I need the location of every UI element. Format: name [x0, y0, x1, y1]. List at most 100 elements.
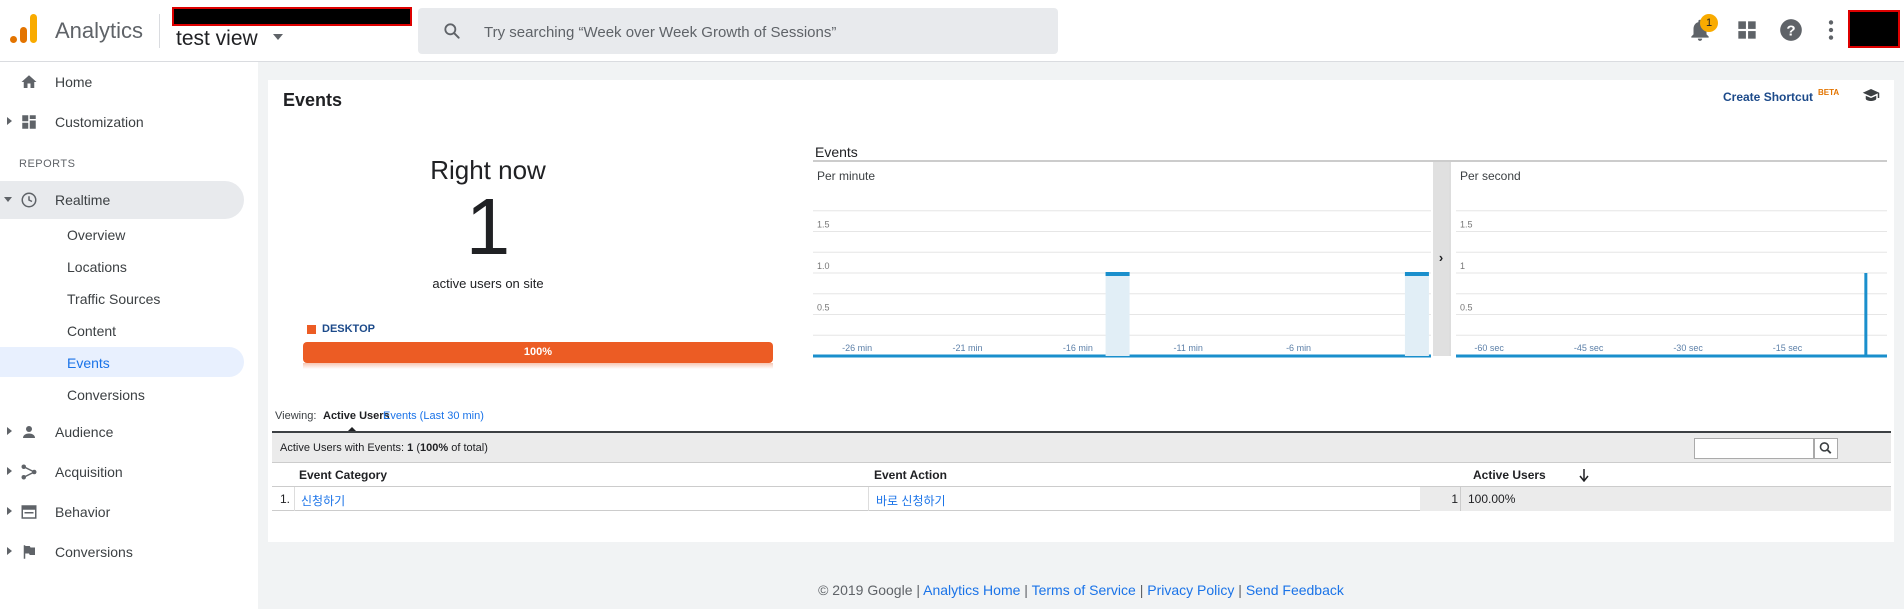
svg-text:?: ?	[1786, 22, 1795, 39]
column-header-active-users[interactable]: Active Users	[1473, 468, 1546, 482]
sidebar-subitem-traffic-sources[interactable]: Traffic Sources	[0, 283, 244, 313]
y-tick-label: 0.5	[817, 303, 830, 313]
cell-divider	[1460, 487, 1461, 511]
sidebar-item-customization[interactable]: Customization	[0, 103, 244, 141]
sidebar-subitem-events[interactable]: Events	[0, 347, 244, 377]
active-tab-indicator	[347, 427, 357, 432]
page-title: Events	[283, 90, 343, 110]
footer-link-terms[interactable]: Terms of Service	[1031, 582, 1136, 598]
chart-title: Events	[815, 144, 858, 160]
redacted-account-name	[172, 7, 412, 26]
sidebar-item-label: Conversions	[55, 544, 133, 560]
desktop-legend-swatch	[307, 325, 316, 334]
account-avatar[interactable]	[1848, 10, 1900, 48]
event-bar	[1404, 272, 1429, 276]
y-tick-label: 0.5	[1460, 303, 1473, 313]
footer-link-feedback[interactable]: Send Feedback	[1245, 582, 1344, 598]
main-content: Events Create Shortcut BETA Right now 1 …	[258, 62, 1904, 609]
tab-events-last-30-min[interactable]: Events (Last 30 min)	[383, 410, 484, 422]
table-filter-button[interactable]	[1814, 438, 1838, 459]
footer-link-privacy[interactable]: Privacy Policy	[1147, 582, 1235, 598]
analytics-logo-icon[interactable]	[10, 14, 38, 48]
help-icon[interactable]: ?	[1778, 17, 1804, 43]
sidebar-item-conversions[interactable]: Conversions	[0, 533, 244, 571]
sidebar-subitem-locations[interactable]: Locations	[0, 251, 244, 281]
chevron-right-icon	[7, 467, 12, 475]
event-bar-fill	[1404, 273, 1429, 356]
chevron-right-icon	[7, 507, 12, 515]
table-filter-input[interactable]	[1694, 438, 1814, 459]
sidebar-item-behavior[interactable]: Behavior	[0, 493, 244, 531]
sidebar-item-realtime[interactable]: Realtime	[0, 181, 244, 219]
device-share-bar: 100%	[303, 342, 773, 363]
x-tick-label: -26 min	[842, 343, 872, 353]
person-icon	[23, 426, 35, 438]
view-selector[interactable]: test view	[176, 27, 258, 50]
cell-divider	[294, 487, 295, 511]
sidebar-subitem-conversions[interactable]: Conversions	[0, 379, 244, 409]
footer: © 2019 Google | Analytics Home | Terms o…	[818, 582, 1344, 598]
footer-link-analytics-home[interactable]: Analytics Home	[923, 582, 1021, 598]
apps-grid-icon[interactable]	[1734, 17, 1760, 43]
sort-descending-icon[interactable]	[1578, 468, 1590, 482]
table-summary-bar: Active Users with Events: 1 (100% of tot…	[272, 431, 1891, 463]
x-tick-label: -60 sec	[1474, 343, 1504, 353]
sidebar-item-acquisition[interactable]: Acquisition	[0, 453, 244, 491]
browser-window-icon	[21, 505, 37, 519]
active-users-count: 1	[465, 182, 511, 271]
column-header-event-action[interactable]: Event Action	[874, 468, 947, 482]
clock-icon	[21, 192, 37, 208]
sidebar-subitem-label: Content	[67, 323, 117, 339]
summary-label: Active Users with Events:	[280, 442, 405, 454]
active-users-cell-bg	[1420, 487, 1891, 511]
caret-down-icon[interactable]	[273, 34, 283, 40]
cell-divider	[868, 487, 869, 511]
event-action-link[interactable]: 바로 신청하기	[876, 494, 946, 508]
footer-copyright: © 2019 Google	[818, 582, 913, 598]
active-users-label: active users on site	[432, 276, 544, 291]
sidebar-subitem-overview[interactable]: Overview	[0, 219, 244, 249]
panel-title: Per second	[1460, 169, 1521, 183]
search-icon	[444, 23, 460, 39]
sidebar-subitem-label: Conversions	[67, 387, 145, 403]
acquisition-icon	[21, 464, 37, 480]
sidebar-item-label: Home	[55, 74, 93, 90]
event-bar-fill	[1105, 273, 1130, 356]
chevron-down-icon	[4, 197, 12, 202]
chevron-right-icon: ›	[1439, 250, 1443, 265]
viewing-label: Viewing:	[275, 410, 317, 422]
panel-divider-strip	[1433, 162, 1449, 356]
events-chart-svg: Events › Per minute 0.5 1.0 1.5 -26 min -21 min…	[813, 144, 1887, 358]
create-shortcut-link[interactable]: Create Shortcut	[1723, 90, 1814, 104]
graduation-cap-icon[interactable]	[1861, 86, 1881, 104]
column-header-event-category[interactable]: Event Category	[299, 468, 388, 482]
x-tick-label: -16 min	[1063, 343, 1093, 353]
home-icon	[21, 75, 37, 88]
x-tick-label: -11 min	[1174, 343, 1203, 353]
search-bar[interactable]	[418, 8, 1058, 54]
chevron-right-icon	[7, 427, 12, 435]
sidebar-item-audience[interactable]: Audience	[0, 413, 244, 451]
device-share-label: 100%	[523, 346, 553, 358]
summary-count: 1	[407, 442, 414, 454]
search-input[interactable]	[484, 21, 1044, 43]
y-tick-label: 1.5	[817, 220, 830, 230]
x-tick-label: -21 min	[952, 343, 982, 353]
beta-badge: BETA	[1818, 88, 1840, 97]
sidebar-item-label: Customization	[55, 114, 144, 130]
app-name: Analytics	[55, 18, 144, 43]
device-legend-label: DESKTOP	[322, 323, 375, 335]
table-header: Event Category Event Action Active Users	[272, 463, 1891, 487]
chevron-right-icon	[7, 547, 12, 555]
more-vert-icon[interactable]	[1818, 17, 1844, 43]
sidebar-subitem-content[interactable]: Content	[0, 315, 244, 345]
y-tick-label: 1	[1460, 261, 1465, 271]
event-category-link[interactable]: 신청하기	[301, 494, 346, 508]
divider	[159, 14, 160, 48]
sidebar-item-home[interactable]: Home	[0, 63, 244, 101]
x-tick-label: -30 sec	[1673, 343, 1703, 353]
notification-count-badge: 1	[1700, 14, 1718, 32]
active-users-percent: 100.00%	[1468, 492, 1516, 506]
row-index: 1.	[280, 492, 291, 506]
tab-active-users[interactable]: Active Users	[323, 410, 390, 422]
